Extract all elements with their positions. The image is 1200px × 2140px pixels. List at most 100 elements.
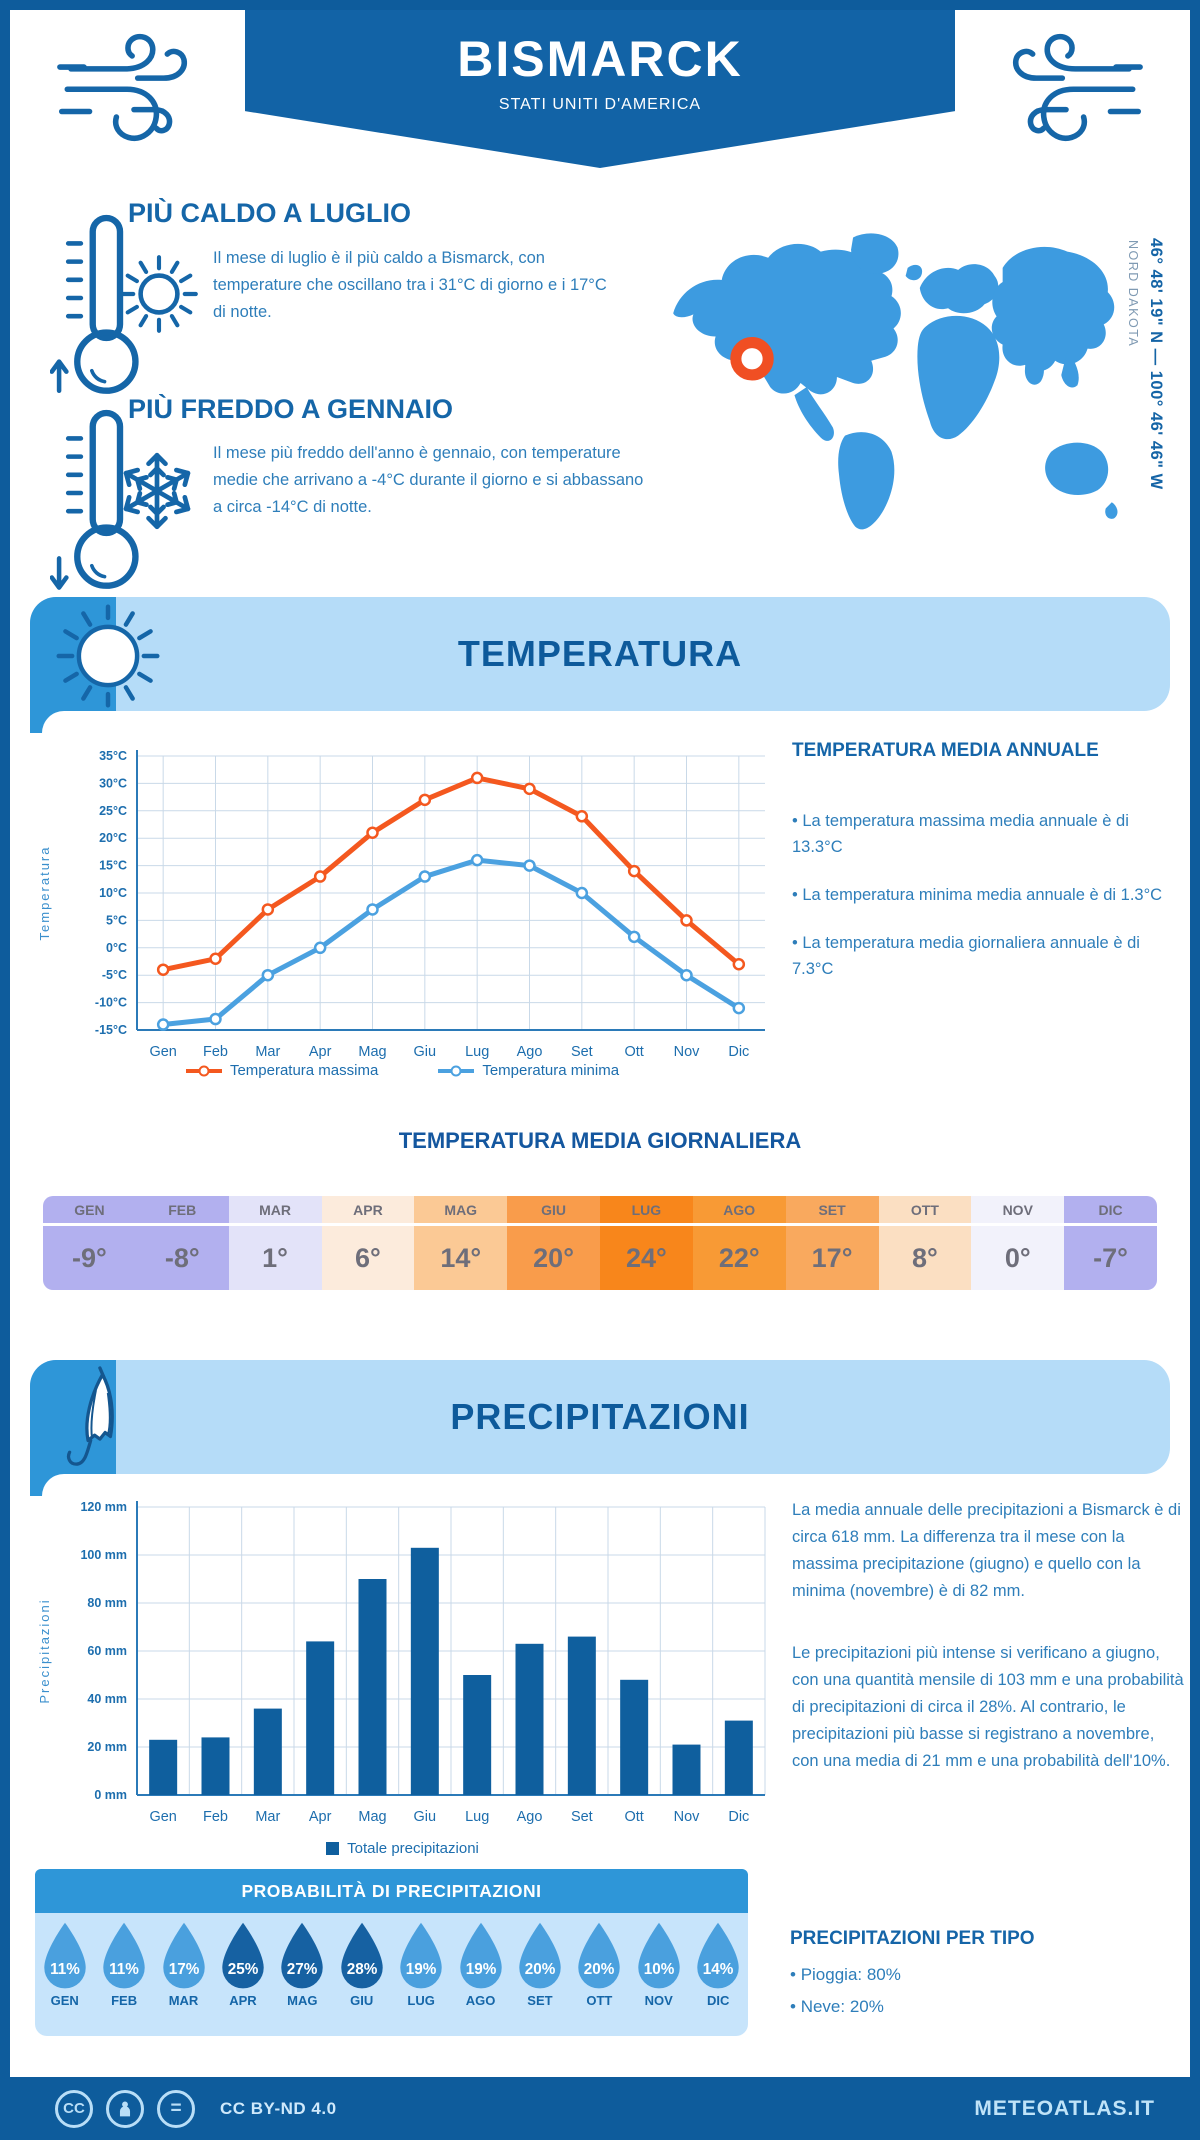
svg-text:40 mm: 40 mm (87, 1692, 127, 1706)
droplet-month-label: OTT (586, 1993, 613, 2008)
legend-item: Temperatura minima (438, 1062, 619, 1079)
svg-text:Gen: Gen (149, 1044, 176, 1060)
svg-text:19%: 19% (465, 1961, 496, 1978)
snowflake-icon (110, 444, 204, 538)
annual-temp-bullets: La temperatura massima media annuale è d… (792, 808, 1182, 1004)
cc-icon: CC (55, 2089, 93, 2128)
precip-droplet: 10% NOV (631, 1920, 687, 2008)
precip-bar (358, 1579, 387, 1795)
svg-text:Giu: Giu (414, 1044, 437, 1060)
precip-droplet: 11% FEB (96, 1920, 152, 2008)
droplet-month-label: LUG (407, 1993, 435, 2008)
daily-temp-title: TEMPERATURA MEDIA GIORNALIERA (398, 1128, 802, 1153)
svg-text:0 mm: 0 mm (94, 1788, 127, 1802)
thermometer-low-icon (50, 409, 139, 590)
legend-item: Temperatura massima (185, 1062, 378, 1079)
frame-left (0, 0, 10, 2140)
page-title: BISMARCK (457, 31, 743, 87)
temp-table-cell: 20° (507, 1226, 600, 1290)
svg-text:80 mm: 80 mm (87, 1596, 127, 1610)
temp-table-cell: 6° (321, 1226, 415, 1290)
temp-table-cell: 22° (692, 1226, 786, 1290)
svg-text:60 mm: 60 mm (87, 1644, 127, 1658)
temp-table-header: FEB (135, 1196, 229, 1226)
svg-text:Precipitazioni: Precipitazioni (37, 1598, 52, 1703)
annual-bullet: La temperatura massima media annuale è d… (792, 808, 1182, 860)
frame-top (0, 0, 1200, 10)
temp-table-header: APR (321, 1196, 415, 1226)
svg-text:100 mm: 100 mm (80, 1548, 127, 1562)
precip-droplet: 25% APR (215, 1920, 271, 2008)
svg-text:30°C: 30°C (99, 776, 127, 790)
precip-droplet: 19% LUG (393, 1920, 449, 2008)
coldest-title: PIÙ FREDDO A GENNAIO (128, 394, 454, 424)
temperature-line-chart-svg: -15°C -10°C -5°C 0°C 5°C 10°C 15°C 20°C 25°C 30°C… (37, 749, 765, 1060)
precip-type-bullets: Pioggia: 80% Neve: 20% (790, 1962, 1180, 2042)
wind-icon (57, 33, 188, 141)
legend-label: Totale precipitazioni (347, 1840, 479, 1857)
precip-droplet: 20% SET (512, 1920, 568, 2008)
sun-icon (120, 255, 198, 333)
droplet-month-label: GEN (50, 1993, 79, 2008)
precip-droplet: 11% GEN (37, 1920, 93, 2008)
svg-text:Mag: Mag (358, 1809, 386, 1825)
temp-table-header: GIU (507, 1196, 600, 1226)
sun-band-icon (56, 604, 160, 708)
page-subtitle: STATI UNITI D'AMERICA (498, 96, 702, 113)
precip-droplet: 17% MAR (156, 1920, 212, 2008)
svg-text:5°C: 5°C (106, 913, 127, 927)
temp-table-header: AGO (692, 1196, 786, 1226)
temperature-section-title: TEMPERATURA (457, 633, 743, 674)
svg-text:Lug: Lug (465, 1044, 489, 1060)
svg-text:15°C: 15°C (99, 859, 127, 873)
svg-text:28%: 28% (346, 1961, 377, 1978)
coordinates-label: 46° 48' 19" N — 100° 46' 46" W (1147, 238, 1165, 490)
precipitation-chart: 0 mm 20 mm 40 mm 60 mm 80 mm 100 mm 120 mm Gen F… (35, 1493, 770, 1833)
warmest-text: Il mese di luglio è il più caldo a Bisma… (213, 249, 607, 321)
temp-table-header: LUG (600, 1196, 693, 1226)
precip-type-title: PRECIPITAZIONI PER TIPO (790, 1928, 1035, 1949)
precip-bar (306, 1641, 335, 1795)
temperature-legend: Temperatura massima Temperatura minima (35, 1062, 770, 1079)
temp-table-cell: 14° (414, 1226, 508, 1290)
annual-bullet: La temperatura minima media annuale è di… (792, 882, 1182, 908)
svg-text:0°C: 0°C (106, 941, 127, 955)
license-label: CC BY-ND 4.0 (220, 2098, 337, 2118)
droplet-month-label: MAG (287, 1993, 318, 2008)
svg-text:20°C: 20°C (99, 831, 127, 845)
precip-bar (149, 1739, 178, 1795)
precip-bar (567, 1636, 596, 1795)
svg-text:Feb: Feb (203, 1809, 228, 1825)
svg-text:20 mm: 20 mm (87, 1740, 127, 1754)
band-tail-cover (42, 1474, 112, 1496)
svg-text:11%: 11% (50, 1961, 80, 1978)
site-label: METEOATLAS.IT (974, 2096, 1155, 2120)
precipitation-band: PRECIPITAZIONI (30, 1360, 1170, 1474)
droplet-month-label: DIC (706, 1993, 730, 2008)
svg-text:120 mm: 120 mm (80, 1500, 127, 1514)
cc-attribution-icon (106, 2089, 144, 2128)
legend-label: Temperatura minima (482, 1062, 620, 1079)
svg-text:10%: 10% (643, 1961, 674, 1978)
svg-text:19%: 19% (406, 1961, 437, 1978)
svg-text:10°C: 10°C (99, 886, 127, 900)
temp-table-cell: 17° (785, 1226, 879, 1290)
temp-table-header: MAG (414, 1196, 508, 1226)
precip-probability-box: 11% GEN 11% FEB 17% MAR 25% APR 27% MAG … (35, 1913, 748, 2036)
svg-text:-10°C: -10°C (95, 996, 127, 1010)
temp-table-cell: -9° (43, 1226, 136, 1290)
droplet-month-label: SET (527, 1993, 553, 2008)
precip-bar (253, 1708, 282, 1795)
temp-table-header: OTT (878, 1196, 972, 1226)
droplet-month-label: FEB (111, 1993, 138, 2008)
svg-text:Feb: Feb (203, 1044, 228, 1060)
precip-droplet: 28% GIU (334, 1920, 390, 2008)
svg-text:Ago: Ago (517, 1044, 543, 1060)
svg-text:25°C: 25°C (99, 804, 127, 818)
precip-bar (620, 1679, 649, 1795)
precip-type-bullet: Pioggia: 80% (790, 1962, 1180, 1988)
thermometer-high-icon (50, 214, 139, 394)
precip-bar (410, 1547, 439, 1795)
header-banner: BISMARCK STATI UNITI D'AMERICA (245, 10, 955, 168)
svg-text:17%: 17% (168, 1961, 199, 1978)
